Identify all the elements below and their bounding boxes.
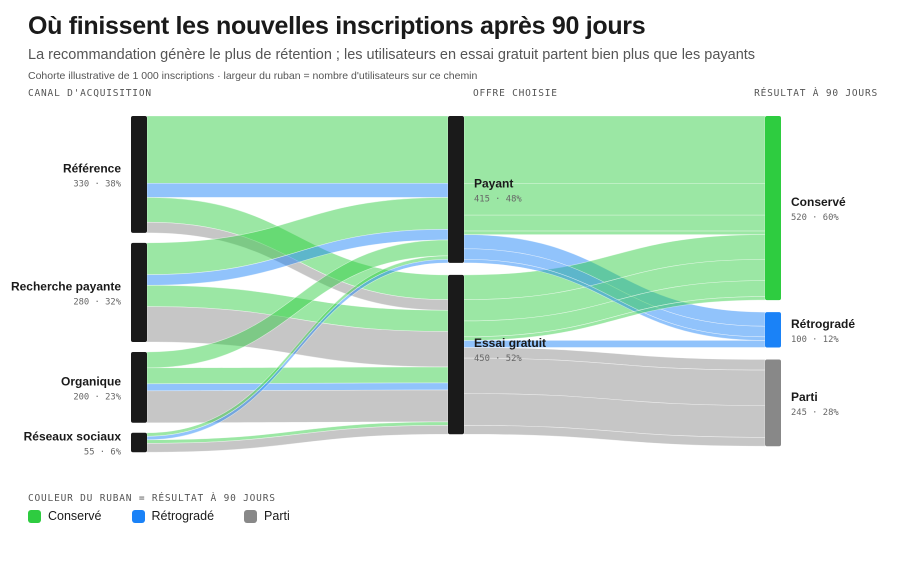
node-label-cons: Conservé	[791, 195, 846, 209]
link-org-ess-retro	[146, 382, 449, 392]
chart-title: Où finissent les nouvelles inscriptions …	[28, 12, 646, 40]
node-rs	[131, 432, 147, 453]
node-value-ess: 450 · 52%	[474, 354, 522, 364]
node-rp	[131, 242, 147, 342]
chart-note: Cohorte illustrative de 1 000 inscriptio…	[28, 70, 478, 82]
node-value-cons: 520 · 60%	[791, 213, 839, 223]
legend-swatch-retrograde	[131, 509, 145, 523]
legend: Conservé Rétrogradé Parti	[28, 509, 320, 523]
node-ess	[448, 274, 464, 435]
node-label-org: Organique	[61, 374, 121, 388]
chart-subtitle: La recommandation génère le plus de réte…	[28, 47, 756, 63]
column-header-target: RÉSULTAT À 90 JOURS	[754, 88, 878, 99]
node-parti	[765, 359, 781, 447]
link-pay-cons-cons	[463, 115, 766, 184]
node-value-pay: 415 · 48%	[474, 194, 522, 204]
node-label-parti: Parti	[791, 390, 818, 404]
link-org-ess-parti	[146, 389, 449, 424]
node-ref	[131, 116, 147, 233]
node-value-rp: 280 · 32%	[73, 297, 121, 307]
legend-swatch-conserve	[28, 509, 41, 523]
node-label-retro: Rétrogradé	[791, 317, 855, 331]
node-pay	[448, 116, 464, 263]
node-label-ess: Essai gratuit	[474, 336, 546, 350]
node-value-rs: 55 · 6%	[84, 447, 122, 457]
legend-label-conserve: Conservé	[48, 509, 102, 523]
legend-swatch-parti	[244, 509, 258, 523]
link-ref-pay-retro	[146, 182, 449, 198]
node-cons	[765, 116, 781, 301]
sankey-links	[146, 115, 766, 453]
node-value-ref: 330 · 38%	[73, 179, 121, 189]
link-pay-cons-cons	[463, 214, 766, 232]
link-rs-pay-retro	[146, 259, 449, 441]
node-value-retro: 100 · 12%	[791, 335, 839, 345]
link-ess-parti-parti	[463, 425, 766, 447]
link-pay-cons-cons	[463, 230, 766, 235]
node-value-org: 200 · 23%	[73, 392, 121, 402]
column-header-middle: OFFRE CHOISIE	[473, 88, 558, 99]
node-retro	[765, 312, 781, 348]
link-org-ess-cons	[146, 366, 449, 385]
legend-item-retrograde: Rétrogradé	[131, 509, 215, 523]
column-header-source: CANAL D'ACQUISITION	[28, 88, 152, 99]
node-label-rs: Réseaux sociaux	[24, 429, 122, 443]
node-label-rp: Recherche payante	[11, 279, 121, 293]
legend-title: COULEUR DU RUBAN = RÉSULTAT À 90 JOURS	[28, 493, 276, 504]
node-org	[131, 351, 147, 423]
legend-item-parti: Parti	[244, 509, 290, 523]
sankey-labels: Référence 330 · 38% Recherche payante 280 ·…	[11, 161, 855, 457]
legend-item-conserve: Conservé	[28, 509, 102, 523]
legend-label-parti: Parti	[264, 509, 290, 523]
link-ref-pay-cons	[146, 115, 449, 184]
sankey-nodes	[131, 116, 781, 453]
link-rs-ess-parti	[146, 425, 449, 453]
node-label-ref: Référence	[63, 161, 121, 175]
node-value-parti: 245 · 28%	[791, 408, 839, 418]
link-ess-retro-retro	[463, 340, 766, 348]
link-ess-cons-cons	[463, 296, 766, 341]
node-label-pay: Payant	[474, 176, 513, 190]
legend-label-retrograde: Rétrogradé	[151, 509, 215, 523]
